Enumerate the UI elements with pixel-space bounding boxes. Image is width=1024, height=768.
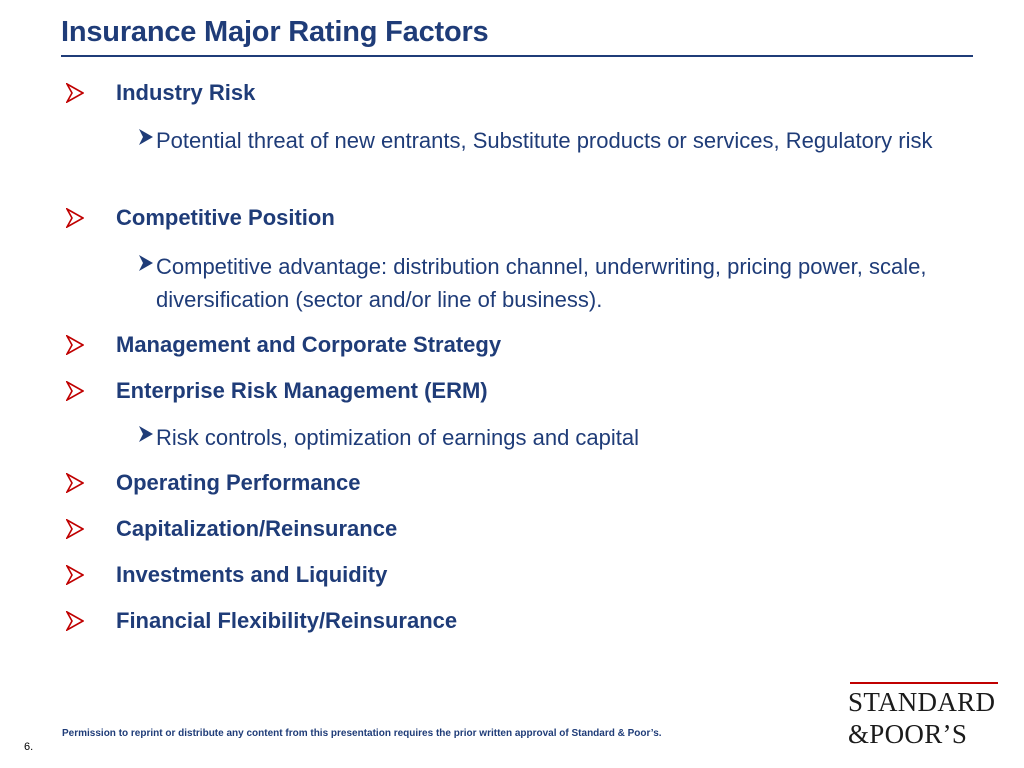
bullet-item-capitalization: Capitalization/Reinsurance (66, 516, 986, 546)
bullet-label: Enterprise Risk Management (ERM) (116, 378, 488, 403)
bullet-item-financial-flexibility: Financial Flexibility/Reinsurance (66, 608, 986, 638)
arrow-bullet-icon (139, 129, 153, 145)
standard-and-poors-logo: STANDARD &POOR’S (848, 682, 1000, 752)
title-divider (61, 55, 973, 57)
logo-line-1: STANDARD (848, 687, 996, 717)
arrow-bullet-icon (66, 565, 84, 585)
bullet-item-investments-liquidity: Investments and Liquidity (66, 562, 986, 592)
arrow-bullet-icon (66, 381, 84, 401)
page-number: 6. (24, 741, 34, 753)
bullet-label: Competitive Position (116, 205, 335, 230)
arrow-bullet-icon (139, 255, 153, 271)
sub-bullet-label: Competitive advantage: distribution chan… (156, 254, 927, 312)
permission-notice: Permission to reprint or distribute any … (62, 728, 662, 739)
logo-line-2: &POOR’S (848, 719, 968, 749)
arrow-bullet-icon (139, 426, 153, 442)
bullet-item-competitive-position: Competitive Position (66, 205, 986, 235)
arrow-bullet-icon (66, 208, 84, 228)
bullet-label: Investments and Liquidity (116, 562, 388, 587)
bullet-item-erm: Enterprise Risk Management (ERM) (66, 378, 986, 408)
bullet-label: Financial Flexibility/Reinsurance (116, 608, 458, 633)
bullet-item-industry-risk: Industry Risk (66, 80, 986, 110)
arrow-bullet-icon (66, 473, 84, 493)
slide-title: Insurance Major Rating Factors (61, 16, 489, 48)
bullet-label: Operating Performance (116, 470, 361, 495)
arrow-bullet-icon (66, 335, 84, 355)
bullet-label: Industry Risk (116, 80, 256, 105)
bullet-item-operating-performance: Operating Performance (66, 470, 986, 500)
logo-red-bar (850, 682, 998, 684)
arrow-bullet-icon (66, 611, 84, 631)
sub-bullet-label: Potential threat of new entrants, Substi… (156, 128, 933, 153)
bullet-item-management-strategy: Management and Corporate Strategy (66, 332, 986, 362)
arrow-bullet-icon (66, 519, 84, 539)
sub-bullet-label: Risk controls, optimization of earnings … (156, 425, 640, 450)
bullet-label: Management and Corporate Strategy (116, 332, 502, 357)
arrow-bullet-icon (66, 83, 84, 103)
bullet-label: Capitalization/Reinsurance (116, 516, 398, 541)
